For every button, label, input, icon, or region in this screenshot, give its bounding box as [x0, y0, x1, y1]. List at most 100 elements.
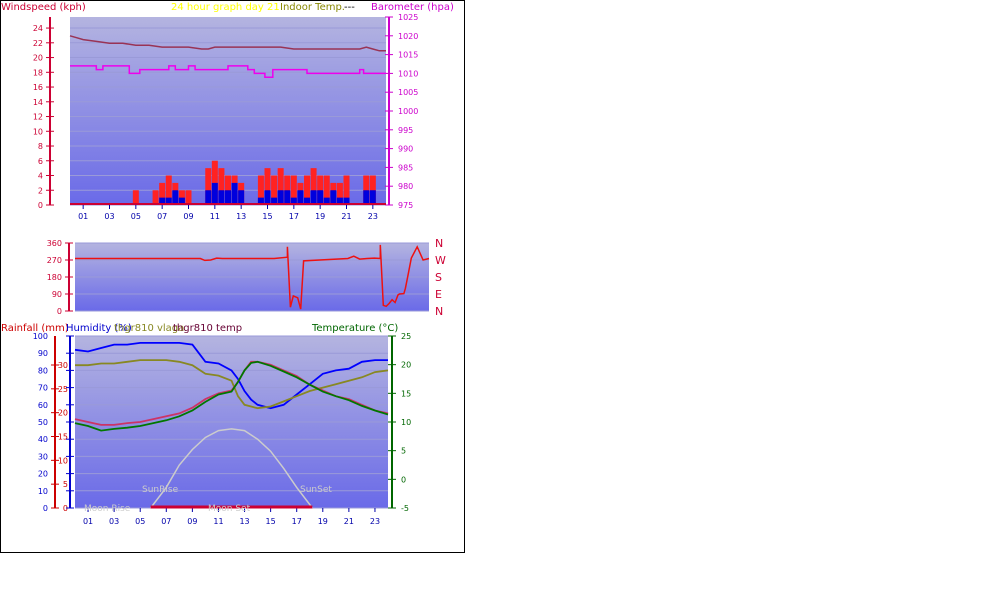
moon-set-label: Moon Set — [208, 504, 251, 514]
humidity-tick-label: 10 — [38, 487, 48, 496]
sun-arc — [150, 428, 313, 509]
wind-avg-bar — [297, 190, 304, 205]
hour-tick-label: 15 — [262, 212, 272, 221]
wind-avg-bar — [211, 182, 218, 205]
wind-avg-bar — [369, 190, 376, 205]
rain-tick-label: 10 — [58, 456, 68, 465]
barometer-axis-label: Barometer (hpa) — [371, 2, 454, 13]
humidity-tick-label: 40 — [38, 435, 48, 444]
wind-gust-bar — [185, 190, 192, 205]
rain-tick-label: 0 — [63, 504, 68, 513]
hour-tick-label: 23 — [370, 517, 380, 526]
wind-gust-bar — [343, 175, 350, 205]
wind-tick-label: 0 — [38, 201, 43, 210]
hour-tick-label: 03 — [109, 517, 119, 526]
wind-avg-bar — [363, 190, 370, 205]
wind-avg-bar — [178, 197, 185, 205]
wind-avg-bar — [238, 190, 245, 205]
baro-tick-label: 975 — [398, 201, 413, 210]
hour-tick-label: 21 — [341, 212, 351, 221]
wind-gust-bar — [290, 175, 297, 205]
baro-tick-label: 995 — [398, 126, 413, 135]
hour-tick-label: 17 — [292, 517, 302, 526]
baro-tick-label: 1005 — [398, 88, 418, 97]
rain-tick-label: 25 — [58, 385, 68, 394]
hour-tick-label: 11 — [213, 517, 223, 526]
baro-tick-label: 1010 — [398, 69, 418, 78]
wind-gust-bar — [264, 168, 271, 205]
compass-label: W — [435, 254, 446, 267]
wind-tick-label: 2 — [38, 186, 43, 195]
temp-tick-label: 15 — [401, 389, 411, 398]
humidity-tick-label: 0 — [43, 504, 48, 513]
chart-title: 24 hour graph day — [171, 2, 264, 13]
wind-avg-bar — [310, 190, 317, 205]
baro-tick-label: 1000 — [398, 107, 418, 116]
temp-tick-label: 20 — [401, 361, 411, 370]
hour-tick-label: 19 — [318, 517, 328, 526]
wind-tick-label: 20 — [33, 54, 43, 63]
hour-tick-label: 09 — [187, 517, 197, 526]
baro-tick-label: 980 — [398, 182, 413, 191]
hour-tick-label: 13 — [239, 517, 249, 526]
sunset-label: SunSet — [300, 485, 332, 495]
wind-avg-bar — [336, 197, 343, 205]
series-line-1 — [75, 359, 389, 410]
humidity-tick-label: 20 — [38, 470, 48, 479]
wind-avg-bar — [271, 197, 278, 205]
temp810-legend-label: thgr810 temp — [173, 323, 242, 334]
wind-tick-label: 4 — [38, 172, 43, 181]
rain-tick-label: 15 — [58, 433, 68, 442]
wind-gust-bar — [310, 168, 317, 205]
wind-avg-bar — [317, 190, 324, 205]
hour-tick-label: 11 — [210, 212, 220, 221]
direction-tick-label: 90 — [52, 290, 62, 299]
baro-tick-label: 985 — [398, 163, 413, 172]
wind-avg-bar — [159, 197, 166, 205]
temp-tick-label: 0 — [401, 475, 406, 484]
direction-tick-label: 0 — [57, 307, 62, 316]
wind-avg-bar — [330, 190, 337, 205]
hour-tick-label: 01 — [78, 212, 88, 221]
wind-gust-bar — [178, 190, 185, 205]
wind-avg-bar — [205, 190, 212, 205]
barometer-line-0 — [69, 35, 386, 52]
wind-tick-label: 18 — [33, 68, 43, 77]
compass-label: N — [435, 305, 443, 318]
wind-gust-bar — [323, 175, 330, 205]
wind-gust-bar — [159, 182, 166, 205]
wind-tick-label: 6 — [38, 157, 43, 166]
wind-gust-bar — [271, 175, 278, 205]
humidity-axis-label: Humidity (%) — [66, 323, 132, 334]
series-line-3 — [74, 360, 389, 432]
moon-rise-label: Moon Rise — [84, 504, 131, 514]
chart-title-day: 21 — [267, 2, 280, 13]
wind-tick-label: 10 — [33, 127, 43, 136]
wind-gust-bar — [336, 182, 343, 205]
wind-tick-label: 14 — [33, 98, 43, 107]
wind-avg-bar — [172, 190, 179, 205]
wind-avg-bar — [343, 197, 350, 205]
hour-tick-label: 23 — [368, 212, 378, 221]
wind-tick-label: 22 — [33, 39, 43, 48]
baro-tick-label: 1025 — [398, 13, 418, 22]
wind-gust-bar — [304, 175, 310, 205]
baro-tick-label: 1020 — [398, 32, 418, 41]
temp-tick-label: 10 — [401, 418, 411, 427]
hour-tick-label: 03 — [104, 212, 114, 221]
humidity-tick-label: 60 — [38, 401, 48, 410]
wind-gust-bar — [132, 190, 139, 205]
hour-tick-label: 21 — [344, 517, 354, 526]
direction-tick-label: 180 — [47, 273, 62, 282]
hour-tick-label: 01 — [83, 517, 93, 526]
humidity-tick-label: 80 — [38, 366, 48, 375]
direction-tick-label: 360 — [47, 239, 62, 248]
rain-tick-label: 5 — [63, 480, 68, 489]
wind-gust-bar — [205, 168, 212, 205]
humidity-tick-label: 50 — [38, 418, 48, 427]
wind-avg-bar — [231, 182, 238, 205]
hour-tick-label: 05 — [135, 517, 145, 526]
rain-tick-label: 20 — [58, 409, 68, 418]
wind-gust-bar — [152, 190, 159, 205]
